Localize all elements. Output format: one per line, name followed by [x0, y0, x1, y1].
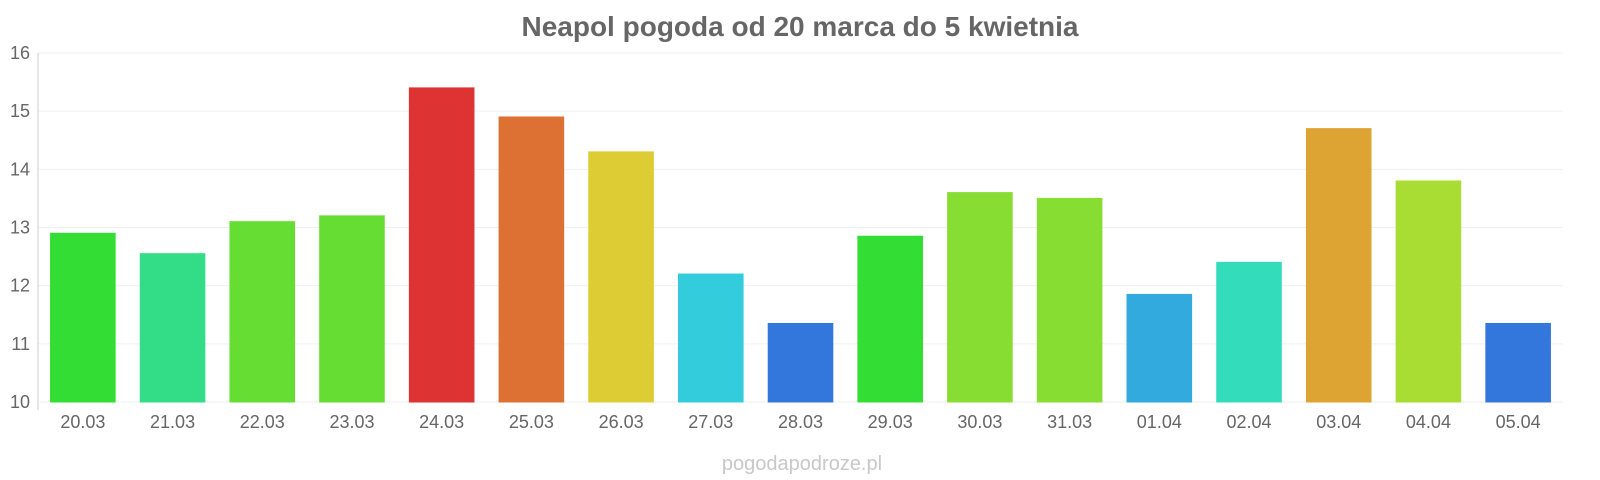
x-tick-label: 21.03 [150, 412, 195, 432]
x-tick-label: 02.04 [1227, 412, 1272, 432]
y-tick-label: 12 [10, 276, 30, 296]
bar [767, 322, 834, 403]
y-tick-label: 11 [11, 334, 30, 354]
x-tick-label: 20.03 [60, 412, 105, 432]
bar [947, 192, 1013, 403]
bar [678, 273, 744, 403]
x-tick-label: 05.04 [1496, 412, 1541, 432]
chart-title: Neapol pogoda od 20 marca do 5 kwietnia [521, 11, 1078, 42]
x-tick-label: 22.03 [240, 412, 285, 432]
y-tick-label: 13 [10, 218, 30, 238]
x-tick-label: 03.04 [1316, 412, 1361, 432]
x-tick-label: 25.03 [509, 412, 554, 432]
x-tick-label: 01.04 [1137, 412, 1182, 432]
y-tick-label: 16 [10, 43, 30, 63]
x-tick-label: 29.03 [868, 412, 913, 432]
bar [319, 215, 385, 403]
y-tick-labels: 10 11 12 13 14 15 16 [10, 43, 30, 412]
x-tick-label: 26.03 [599, 412, 644, 432]
x-tick-label: 30.03 [957, 412, 1002, 432]
x-tick-label: 27.03 [688, 412, 733, 432]
x-tick-label: 04.04 [1406, 412, 1451, 432]
bar [1216, 261, 1282, 403]
x-tick-label: 23.03 [329, 412, 374, 432]
bar [1036, 197, 1103, 403]
bar [1126, 293, 1193, 403]
bar [408, 87, 475, 403]
bars [50, 87, 1551, 403]
x-tick-labels: 20.03 21.03 22.03 23.03 24.03 25.03 26.03 27.03… [60, 412, 1540, 432]
bar [50, 232, 116, 403]
x-tick-label: 31.03 [1047, 412, 1092, 432]
bar [229, 221, 296, 403]
bar [588, 151, 654, 403]
x-tick-label: 24.03 [419, 412, 464, 432]
bar [1305, 128, 1372, 403]
bar [857, 235, 923, 403]
bar [498, 116, 565, 403]
y-tick-label: 14 [10, 159, 30, 179]
y-tick-label: 15 [10, 101, 30, 121]
y-tick-label: 10 [10, 392, 30, 412]
bar [1395, 180, 1462, 403]
watermark-text: pogodapodroze.pl [722, 453, 882, 475]
bar [139, 253, 206, 403]
bar [1485, 322, 1551, 403]
x-tick-label: 28.03 [778, 412, 823, 432]
